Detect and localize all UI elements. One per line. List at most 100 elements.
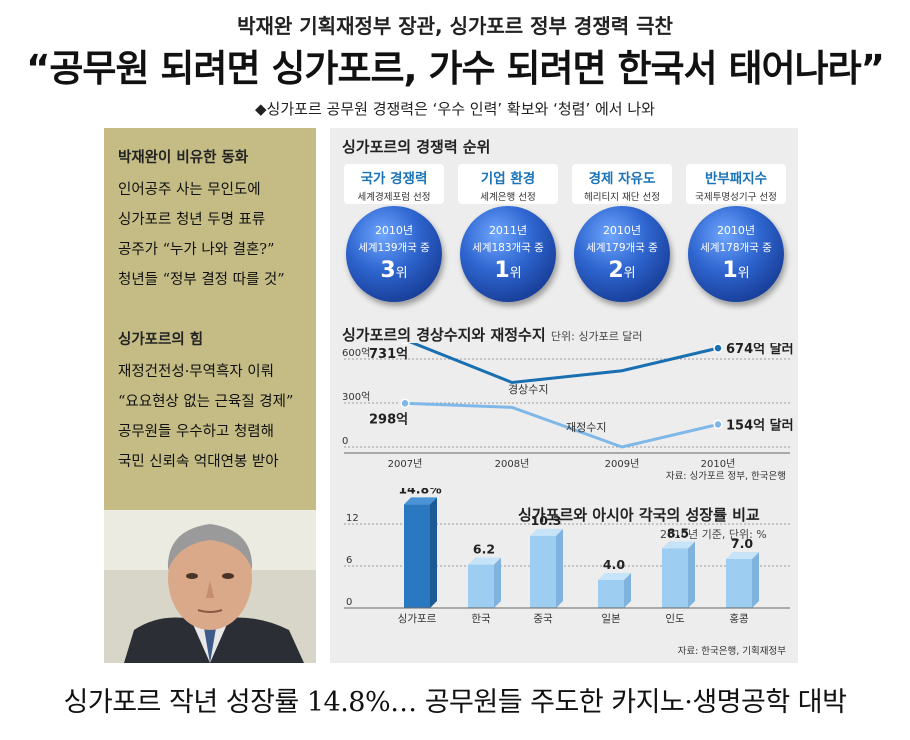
bar [468,564,494,608]
y-tick-label: 0 [346,597,352,608]
rank-value: 3위 [380,258,408,283]
growth-chart-unit: 2010년 기준, 단위: % [660,528,767,541]
chart-source: 자료: 싱가포르 정부, 한국은행 [666,470,786,482]
bar-cap [468,557,501,565]
fairy-tale-heading: 박재완이 비유한 동화 [118,150,249,166]
series-line [409,343,719,384]
category-label: 일본 [601,612,621,625]
rank-value: 2위 [608,258,636,283]
infographic-panel: 싱가포르의 경쟁력 순위 국가 경쟁력 세계경제포럼 선정 기업 환경 세계은행… [330,128,798,663]
strength-line: “요요현상 없는 근육질 경제” [118,394,294,410]
category-label: 중국 [533,613,553,625]
headline: “공무원 되려면 싱가포르, 가수 되려면 한국서 태어나라” [26,47,885,90]
bar-cap [726,552,759,559]
strength-heading: 싱가포르의 힘 [118,332,204,348]
rank-desc: 세계178개국 중 [700,242,772,254]
strength-line: 재정건전성·무역흑자 이뤄 [118,364,274,380]
bar-side [430,497,437,608]
bar-side [752,552,759,608]
rank-value: 1위 [722,258,750,283]
bar-cap [662,541,695,549]
subhead: ◆싱가포르 공무원 경쟁력은 ‘우수 인력’ 확보와 ‘청렴’ 에서 나와 [255,100,655,118]
rank-ball: 2010년 세계178개국 중 1위 [688,206,784,302]
y-tick-label: 6 [346,555,352,566]
fairy-tale-line: 공주가 “누가 나와 결혼?” [118,242,275,258]
strength-line: 공무원들 우수하고 청렴해 [118,424,274,440]
balance-chart-title: 싱가포르의 경상수지와 재정수지 단위: 싱가포르 달러 [342,326,643,344]
bar [598,580,624,608]
bar-side [494,557,501,608]
ranking-category: 국가 경쟁력 [360,171,428,187]
rank-year: 2011년 [488,224,528,237]
data-label: 731억 [369,347,408,362]
bar [404,504,430,608]
data-point [713,419,723,430]
rank-value: 1위 [494,258,522,283]
x-tick-label: 2009년 [605,458,640,470]
rank-ball: 2011년 세계183개국 중 1위 [460,206,556,302]
ranking-card: 국가 경쟁력 세계경제포럼 선정 [344,164,444,204]
bar-value-label: 6.2 [473,542,495,557]
chart-source: 자료: 한국은행, 기획재정부 [678,645,787,657]
bar-side [624,573,631,608]
category-label: 인도 [665,613,685,625]
bar-cap [530,528,563,536]
growth-bar-chart: 0 6 12 14.8% 싱가포르 6.2 한국 10.3 중국 4.0 일본 8.5 인도 7.0 홍콩자… [344,488,790,657]
ranking-card: 경제 자유도 헤리티지 재단 선정 [572,164,672,204]
bar-value-label: 14.8% [398,488,442,496]
bar-side [688,541,695,608]
kicker: 박재완 기획재정부 장관, 싱가포르 정부 경쟁력 극찬 [237,14,673,38]
category-label: 홍콩 [729,612,749,625]
series-name-label: 경상수지 [508,383,548,396]
data-point [401,343,409,345]
y-tick-label: 0 [342,436,348,447]
ranking-source: 세계경제포럼 선정 [357,192,431,203]
rank-year: 2010년 [602,224,642,237]
ranking-category: 기업 환경 [480,171,536,187]
bar-cap [598,573,631,580]
data-point [400,398,410,409]
ranking-category: 반부패지수 [704,171,768,187]
bar [726,559,752,608]
story-panel: 박재완이 비유한 동화 인어공주 사는 무인도에 싱가포르 청년 두명 표류 공… [104,128,316,663]
x-tick-label: 2007년 [388,458,423,470]
x-tick-label: 2008년 [495,458,530,470]
bar [662,548,688,608]
ranking-category: 경제 자유도 [588,171,656,187]
bar-side [556,528,563,608]
balance-line-chart: 0 300억 600억 2007년 2008년 2009년 2010년 경상수지 731억 674… [342,343,794,482]
series-line [404,401,719,449]
rank-year: 2010년 [716,224,756,237]
bar-value-label: 7.0 [731,536,753,551]
bar-cap [404,497,437,505]
bar-value-label: 4.0 [603,557,625,572]
category-label: 한국 [471,613,491,625]
category-label: 싱가포르 [398,613,437,625]
ranking-card: 반부패지수 국제투명성기구 선정 [686,164,786,204]
balance-chart-unit: 단위: 싱가포르 달러 [550,330,643,343]
fairy-tale-line: 청년들 “정부 결정 따를 것” [118,272,285,288]
ranking-card: 기업 환경 세계은행 선정 [458,164,558,204]
fairy-tale-line: 싱가포르 청년 두명 표류 [118,212,266,228]
rank-ball: 2010년 세계179개국 중 2위 [574,206,670,302]
bar [530,535,556,608]
ranking-source: 국제투명성기구 선정 [695,192,777,203]
rank-ball: 2010년 세계139개국 중 3위 [346,206,442,302]
bar-value-label: 10.3 [531,513,562,528]
footer-headline: 싱가포르 작년 성장률 14.8%… 공무원들 주도한 카지노·생명공학 대박 [63,687,847,718]
x-tick-label: 2010년 [701,458,736,470]
rank-year: 2010년 [374,224,414,237]
data-label: 674억 달러 [726,343,794,357]
ranking-source: 헤리티지 재단 선정 [584,192,660,203]
rank-desc: 세계183개국 중 [472,242,544,254]
bar-value-label: 8.5 [667,526,689,541]
portrait-photo [104,510,316,663]
strength-line: 국민 신뢰속 억대연봉 받아 [118,454,279,470]
rank-desc: 세계139개국 중 [358,242,430,254]
series-name-label: 재정수지 [566,421,606,434]
data-label: 298억 [369,412,408,427]
fairy-tale-line: 인어공주 사는 무인도에 [118,182,261,198]
data-point [713,343,723,353]
ranking-title: 싱가포르의 경쟁력 순위 [342,138,491,156]
y-tick-label: 12 [346,513,359,524]
